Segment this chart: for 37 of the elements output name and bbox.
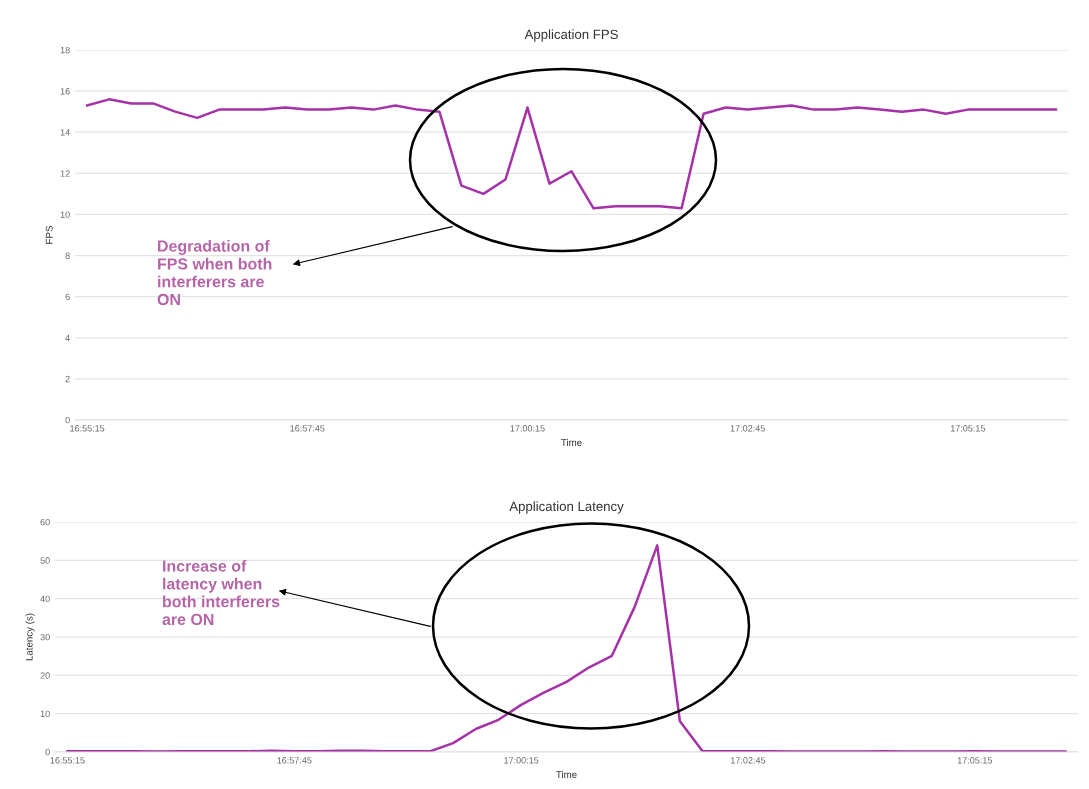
x-tick-label: 16:55:15 — [50, 757, 85, 764]
y-tick-label: 4 — [65, 334, 70, 342]
annotation: Increase of latency when both interferers are ON — [162, 560, 280, 626]
x-tick-label: 17:02:45 — [731, 757, 766, 764]
y-tick-label: 60 — [40, 518, 50, 526]
chart-title: Application Latency — [509, 501, 624, 514]
y-tick-label: 0 — [65, 416, 70, 424]
x-tick-label: 16:57:45 — [277, 757, 312, 764]
y-tick-label: 6 — [65, 293, 70, 301]
line-series — [85, 98, 1058, 210]
x-tick-label: 17:02:45 — [730, 425, 765, 432]
x-tick-label: 17:00:15 — [504, 757, 539, 764]
y-axis-title: FPS — [45, 225, 53, 244]
x-tick-label: 16:55:15 — [70, 425, 105, 432]
line-series — [66, 544, 1067, 752]
x-axis-title: Time — [561, 438, 582, 446]
x-tick-label: 17:05:15 — [950, 425, 986, 432]
x-axis-title: Time — [556, 770, 577, 778]
chart-title: Application FPS — [524, 29, 618, 42]
x-tick-label: 17:00:15 — [510, 425, 545, 432]
y-tick-label: 8 — [65, 252, 70, 259]
y-tick-label: 50 — [40, 557, 50, 564]
y-tick-label: 10 — [60, 211, 70, 218]
y-tick-label: 18 — [60, 46, 70, 54]
x-tick-label: 17:05:15 — [957, 757, 992, 764]
annotation: Degradation of FPS when both interferers are ON — [157, 240, 272, 306]
y-tick-label: 20 — [40, 672, 50, 679]
y-tick-label: 16 — [60, 88, 70, 95]
y-axis-title: Latency (s) — [25, 613, 35, 661]
y-tick-label: 0 — [45, 748, 50, 756]
y-tick-label: 14 — [60, 129, 70, 136]
y-tick-label: 12 — [60, 170, 70, 177]
y-tick-label: 40 — [40, 595, 50, 603]
y-tick-label: 10 — [40, 710, 50, 718]
y-tick-label: 2 — [65, 375, 70, 383]
y-tick-label: 30 — [40, 633, 50, 641]
x-tick-label: 16:57:45 — [290, 425, 325, 432]
